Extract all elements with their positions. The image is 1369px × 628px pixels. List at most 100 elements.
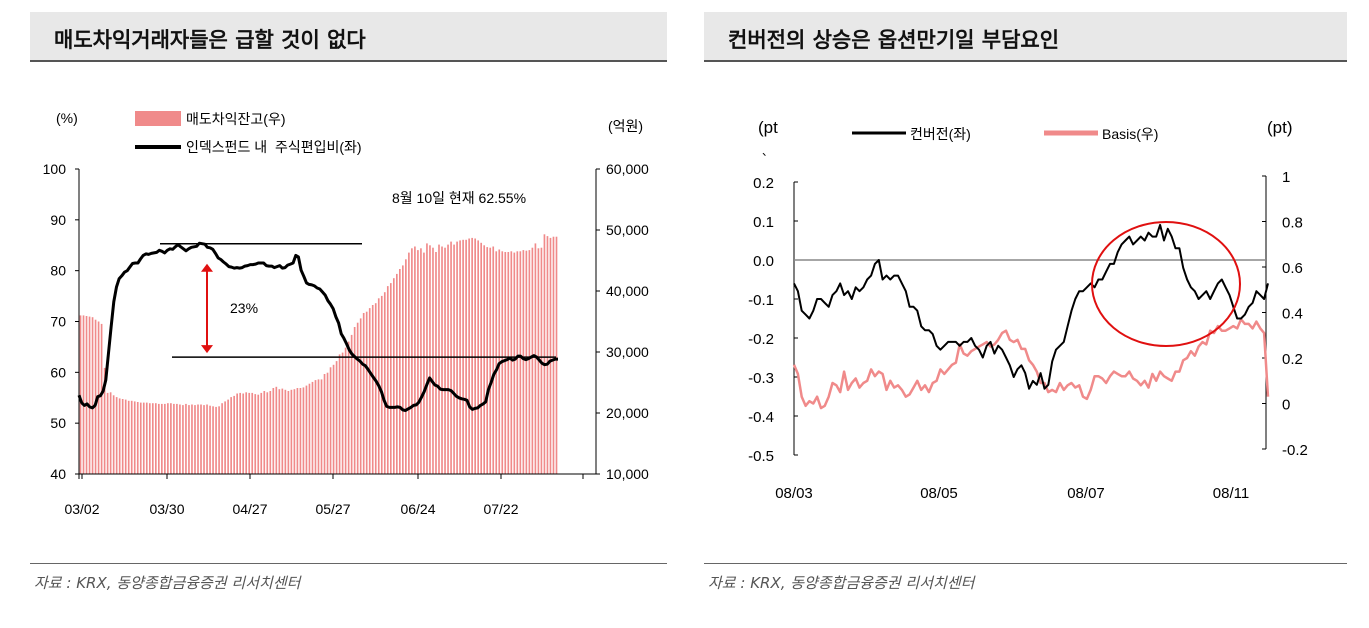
balance-bar [447,244,449,474]
right-chart-left-tick-label: -0.1 [748,292,774,309]
left-source-divider [30,563,667,564]
right-title-bar: 컨버전의 상승은 옵션만기일 부담요인 [704,12,1347,62]
balance-bar [543,234,546,474]
right-chart-right-tick-label: -0.2 [1282,442,1308,459]
balance-bar [206,404,208,474]
balance-bar [88,316,91,474]
balance-bar [242,393,245,474]
balance-bar [296,388,299,474]
balance-bar [528,250,531,474]
balance-bar [272,388,275,474]
left-y-tick-label: 50 [50,415,66,431]
x-tick-label: 06/24 [400,501,435,517]
balance-bar [353,327,356,474]
right-y-tick-label: 60,000 [606,161,649,177]
balance-bar [185,403,187,474]
balance-bar [365,311,368,474]
right-chart-right-unit: (pt) [1267,118,1293,137]
balance-bar [386,286,389,474]
balance-bar [338,354,341,474]
balance-bar [91,317,94,474]
balance-bar [221,403,223,474]
balance-bar [489,247,492,474]
right-chart-left-tick-label: 0.1 [753,214,774,231]
balance-bar [151,403,154,474]
balance-bar [480,242,483,474]
balance-bar [257,394,260,474]
balance-bar [179,404,181,474]
x-tick-label: 07/22 [483,501,518,517]
balance-bar [182,405,184,474]
balance-bar [555,236,558,474]
balance-bar [546,236,549,474]
right-y-tick-label: 40,000 [606,283,649,299]
balance-bar [139,402,142,474]
right-source-divider [704,563,1347,564]
balance-bar [332,364,335,474]
balance-bar [239,392,241,474]
balance-bar [486,247,489,474]
right-chart-title: 컨버전의 상승은 옵션만기일 부담요인 [728,28,1060,52]
balance-bar [281,388,284,474]
balance-bar [519,251,522,474]
balance-bar [293,389,296,474]
balance-bar [215,406,217,474]
balance-bar [474,238,476,474]
right-chart-x-tick-label: 08/07 [1067,485,1105,502]
left-y-tick-label: 90 [50,212,66,228]
right-y-tick-label: 10,000 [606,466,649,482]
balance-bar [176,403,178,474]
balance-bar [106,392,109,474]
right-axis-unit: (억원) [608,118,643,134]
balance-bar [396,273,398,474]
right-chart-right-tick-label: 0 [1282,397,1290,414]
balance-bar [326,372,329,474]
balance-bar [148,403,151,474]
balance-bar [251,392,254,474]
balance-bar [311,381,314,474]
x-tick-label: 03/02 [64,501,99,517]
right-chart-left-tick-label: -0.3 [748,370,774,387]
right-chart-x-tick-label: 08/11 [1213,485,1249,502]
balance-bar [94,319,97,474]
legend-conversion-label: 컨버전(좌) [910,126,971,142]
right-chart-right-tick-label: 0.4 [1282,306,1303,323]
balance-bar [245,392,248,474]
right-y-tick-label: 30,000 [606,344,649,360]
x-tick-label: 05/27 [315,501,350,517]
balance-bar [513,252,516,474]
balance-bar [133,401,136,474]
balance-bar [329,367,332,475]
balance-bar [230,397,232,474]
balance-bar [411,248,413,474]
conversion-line [793,223,1269,390]
balance-bar [374,303,377,474]
balance-bar [308,383,311,474]
balance-bar [227,399,229,474]
balance-bar [236,393,238,474]
balance-bar [423,252,425,474]
balance-bar [380,295,383,474]
balance-bar [438,244,440,474]
range-arrow-head-up [201,263,213,272]
left-axis-unit: (%) [56,110,78,126]
right-chart-left-tick-label: -0.4 [748,409,774,426]
balance-bar [161,403,163,474]
balance-bar [522,250,525,474]
balance-bar [197,404,199,474]
balance-bar [335,361,338,474]
right-chart-right-tick-label: 1 [1282,169,1290,186]
right-source-note: 자료 : KRX, 동양종합금융증권 리서치센터 [708,574,975,592]
right-chart-right-tick-label: 0.8 [1282,215,1303,232]
balance-bar [350,334,353,474]
legend-basis-label: Basis(우) [1102,126,1158,142]
balance-bar [371,305,374,474]
balance-bar [136,402,139,474]
annotation-current-value: 8월 10일 현재 62.55% [392,190,526,206]
balance-bar [142,402,145,474]
left-chart-title: 매도차익거래자들은 급할 것이 없다 [54,28,366,52]
balance-bar [203,405,205,474]
balance-bar [531,247,534,474]
balance-bar [525,250,528,474]
right-chart-right-tick-label: 0.6 [1282,260,1303,277]
